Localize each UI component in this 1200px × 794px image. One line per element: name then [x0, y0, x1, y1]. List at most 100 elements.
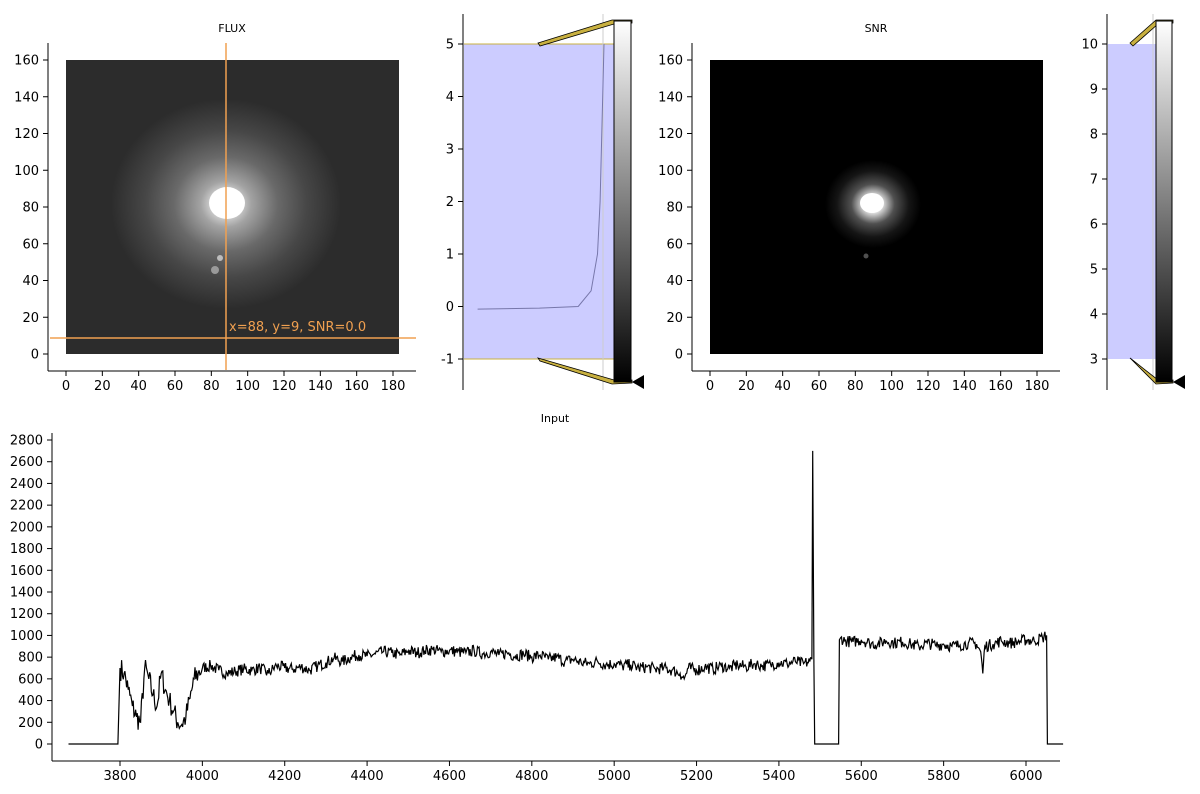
spectrum-x-ticks: 3800 4000 4200 4400 4600 4800 5000 5200 5400 5600…: [103, 761, 1042, 784]
flux-x-tick-label: 120: [272, 379, 297, 394]
flux-x-tick-label: 140: [308, 379, 333, 394]
flux-cbar-y-tick-label: 1: [446, 248, 454, 263]
spectrum-y-tick-label: 2800: [10, 434, 43, 449]
flux-colorbar-panel: -1 0 1 2 3 4 5: [441, 14, 644, 390]
snr-y-tick-label: 20: [666, 311, 683, 326]
spectrum-y-tick-label: 600: [18, 672, 43, 687]
flux-secondary-source-2: [217, 255, 223, 261]
snr-cbar-y-tick-label: 10: [1081, 38, 1098, 53]
flux-histogram-fill: [464, 44, 616, 359]
snr-cbar-y-tick-label: 8: [1090, 128, 1098, 143]
flux-x-tick-label: 160: [344, 379, 369, 394]
snr-colorbar-panel: 3 4 5 6 7 8 9 10: [1081, 14, 1185, 390]
spectrum-y-ticks: 0 200 400 600 800 1000 1200 1400 1600 1800 2000 220…: [10, 434, 52, 753]
spectrum-x-tick-label: 4200: [268, 769, 301, 784]
flux-cbar-y-ticks: -1 0 1 2 3 4 5: [441, 38, 463, 368]
snr-y-tick-label: 160: [658, 54, 683, 69]
flux-y-ticks: 0 20 40 60 80 100 120 140 160: [14, 54, 48, 363]
snr-y-tick-label: 100: [658, 164, 683, 179]
flux-cbar-y-tick-label: 5: [446, 38, 454, 53]
snr-cbar-y-ticks: 3 4 5 6 7 8 9 10: [1081, 38, 1107, 368]
spectrum-y-tick-label: 2400: [10, 477, 43, 492]
spectrum-title: Input: [541, 412, 570, 425]
spectrum-x-tick-label: 5800: [927, 769, 960, 784]
spectrum-x-tick-label: 5600: [845, 769, 878, 784]
spectrum-y-tick-label: 0: [35, 738, 43, 753]
snr-panel: SNR 0 20 40 60 80 100 120 140 160 180 0 20 40 60 80 10…: [658, 22, 1060, 394]
spectrum-x-tick-label: 5200: [680, 769, 713, 784]
flux-colorbar-handle-icon[interactable]: [632, 375, 644, 389]
flux-x-tick-label: 80: [203, 379, 220, 394]
snr-y-ticks: 0 20 40 60 80 100 120 140 160: [658, 54, 692, 363]
spectrum-panel: Input 3800 4000 4200 4400 4600 4800 5000 5200 54…: [10, 412, 1063, 784]
snr-secondary-source: [864, 254, 869, 259]
snr-x-tick-label: 20: [738, 379, 755, 394]
snr-colorbar-handle-icon[interactable]: [1173, 375, 1185, 389]
flux-y-tick-label: 60: [22, 237, 39, 252]
flux-y-tick-label: 100: [14, 164, 39, 179]
spectrum-x-tick-label: 5400: [762, 769, 795, 784]
snr-x-tick-label: 40: [774, 379, 791, 394]
spectrum-series-line: [69, 451, 1064, 744]
flux-y-tick-label: 140: [14, 90, 39, 105]
snr-y-tick-label: 140: [658, 90, 683, 105]
spectrum-y-tick-label: 1600: [10, 564, 43, 579]
snr-title: SNR: [865, 22, 888, 35]
snr-x-ticks: 0 20 40 60 80 100 120 140 160 180: [706, 371, 1050, 394]
flux-cbar-y-tick-label: 0: [446, 300, 454, 315]
snr-cbar-y-tick-label: 4: [1090, 308, 1098, 323]
snr-x-tick-label: 180: [1025, 379, 1050, 394]
spectrum-y-tick-label: 1200: [10, 607, 43, 622]
spectrum-y-tick-label: 1400: [10, 586, 43, 601]
flux-y-tick-label: 160: [14, 54, 39, 69]
spectrum-y-tick-label: 1800: [10, 542, 43, 557]
snr-cbar-y-tick-label: 5: [1090, 263, 1098, 278]
snr-y-tick-label: 60: [666, 237, 683, 252]
snr-cbar-y-tick-label: 9: [1090, 83, 1098, 98]
flux-cursor-readout: x=88, y=9, SNR=0.0: [229, 320, 366, 335]
flux-x-tick-label: 180: [381, 379, 406, 394]
spectrum-y-tick-label: 1000: [10, 629, 43, 644]
spectrum-y-tick-label: 2600: [10, 455, 43, 470]
flux-x-ticks: 0 20 40 60 80 100 120 140 160 180: [62, 371, 406, 394]
flux-core: [209, 187, 245, 219]
snr-y-tick-label: 120: [658, 127, 683, 142]
spectrum-x-tick-label: 5000: [598, 769, 631, 784]
flux-y-tick-label: 120: [14, 127, 39, 142]
snr-colorbar-gradient[interactable]: [1156, 21, 1172, 382]
flux-cbar-y-tick-label: 4: [446, 90, 454, 105]
snr-x-tick-label: 100: [879, 379, 904, 394]
flux-secondary-source: [211, 266, 219, 274]
flux-x-tick-label: 100: [235, 379, 260, 394]
snr-x-tick-label: 80: [847, 379, 864, 394]
flux-title: FLUX: [218, 22, 246, 35]
flux-x-tick-label: 0: [62, 379, 70, 394]
snr-x-tick-label: 60: [811, 379, 828, 394]
snr-histogram-fill: [1108, 44, 1156, 359]
flux-panel: FLUX x=88, y=9, SNR=0.0 0 20 40 60 80 100 120 1…: [14, 22, 416, 394]
flux-cbar-y-tick-label: -1: [441, 353, 454, 368]
spectrum-x-tick-label: 6000: [1009, 769, 1042, 784]
snr-y-tick-label: 0: [675, 348, 683, 363]
flux-cbar-y-tick-label: 2: [446, 195, 454, 210]
flux-x-tick-label: 40: [130, 379, 147, 394]
spectrum-y-tick-label: 2200: [10, 499, 43, 514]
snr-y-tick-label: 40: [666, 274, 683, 289]
snr-cbar-y-tick-label: 3: [1090, 353, 1098, 368]
snr-core: [860, 193, 884, 213]
spectrum-x-tick-label: 4800: [515, 769, 548, 784]
snr-x-tick-label: 160: [988, 379, 1013, 394]
snr-x-tick-label: 0: [706, 379, 714, 394]
flux-y-tick-label: 0: [31, 348, 39, 363]
snr-x-tick-label: 140: [952, 379, 977, 394]
spectrum-x-tick-label: 4600: [433, 769, 466, 784]
flux-y-tick-label: 20: [22, 311, 39, 326]
flux-x-tick-label: 20: [94, 379, 111, 394]
flux-cbar-y-tick-label: 3: [446, 143, 454, 158]
flux-x-tick-label: 60: [167, 379, 184, 394]
snr-cbar-y-tick-label: 6: [1090, 218, 1098, 233]
snr-cbar-y-tick-label: 7: [1090, 173, 1098, 188]
flux-colorbar-gradient[interactable]: [614, 21, 631, 382]
spectrum-y-tick-label: 400: [18, 694, 43, 709]
